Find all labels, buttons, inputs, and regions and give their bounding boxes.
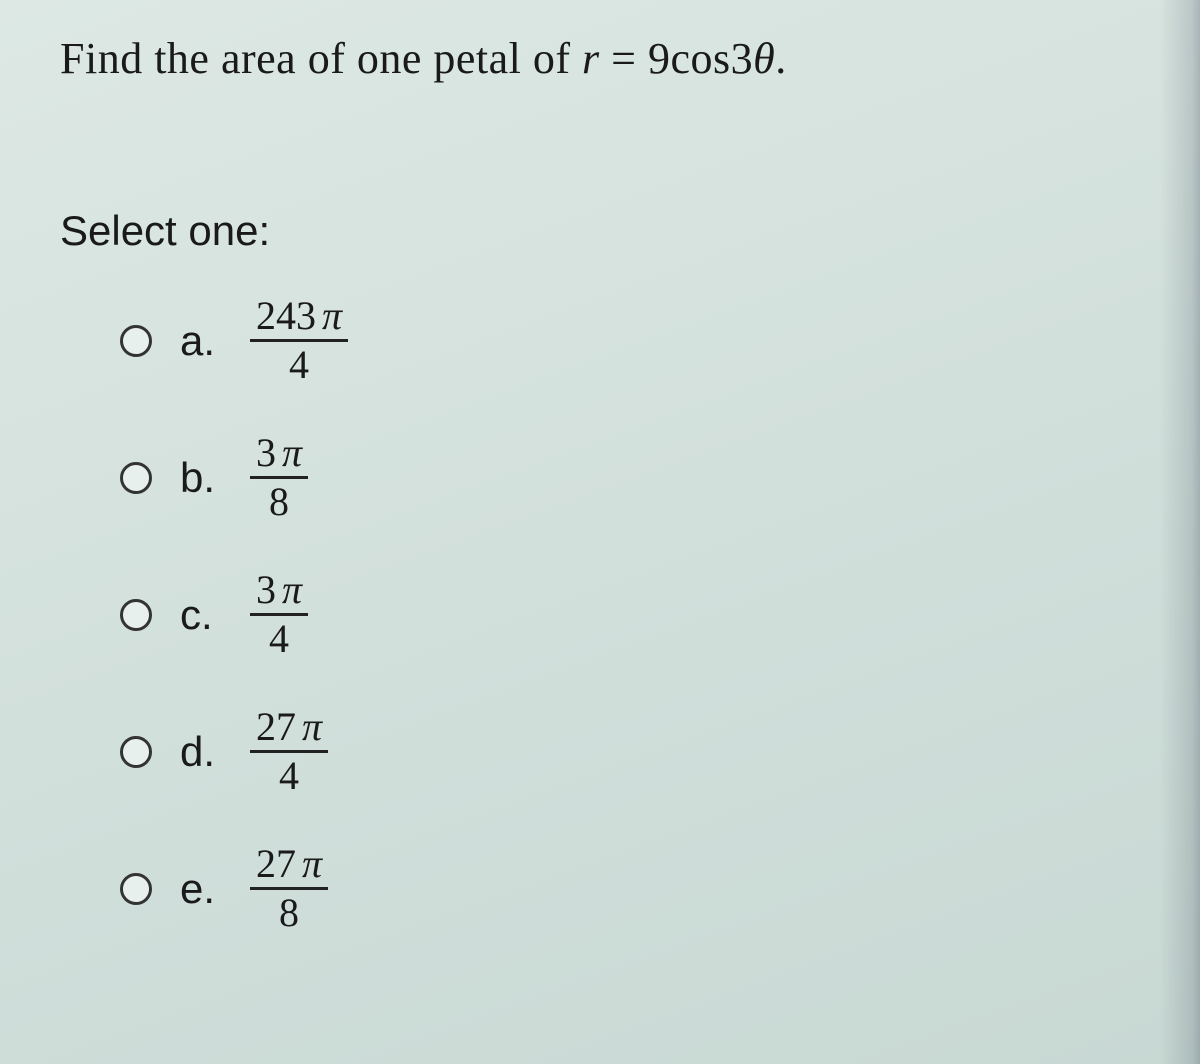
question-equals: = xyxy=(600,34,648,83)
option-letter-a: a. xyxy=(180,317,250,365)
question-suffix: . xyxy=(775,34,787,83)
option-d-num-coef: 27 xyxy=(256,706,296,748)
option-b[interactable]: b. 3 π 8 xyxy=(120,432,1140,523)
option-e-den: 8 xyxy=(279,890,299,934)
option-c[interactable]: c. 3 π 4 xyxy=(120,569,1140,660)
option-value-e: 27 π 8 xyxy=(250,843,328,934)
option-letter-d: d. xyxy=(180,728,250,776)
question-coef: 9 xyxy=(648,34,671,83)
option-e-num-sym: π xyxy=(302,843,322,885)
options-container: a. 243 π 4 b. 3 π 8 xyxy=(60,295,1140,934)
option-a[interactable]: a. 243 π 4 xyxy=(120,295,1140,386)
option-value-d: 27 π 4 xyxy=(250,706,328,797)
radio-c[interactable] xyxy=(120,599,152,631)
option-b-den: 8 xyxy=(269,479,289,523)
option-letter-e: e. xyxy=(180,865,250,913)
option-value-b: 3 π 8 xyxy=(250,432,308,523)
radio-d[interactable] xyxy=(120,736,152,768)
option-a-den: 4 xyxy=(289,342,309,386)
question-text: Find the area of one petal of r = 9cos3θ… xyxy=(60,30,1140,87)
question-lhs-var: r xyxy=(582,34,600,83)
option-a-num-coef: 243 xyxy=(256,295,316,337)
option-d[interactable]: d. 27 π 4 xyxy=(120,706,1140,797)
option-e-num-coef: 27 xyxy=(256,843,296,885)
option-b-num-sym: π xyxy=(282,432,302,474)
option-value-c: 3 π 4 xyxy=(250,569,308,660)
option-e[interactable]: e. 27 π 8 xyxy=(120,843,1140,934)
option-d-num-sym: π xyxy=(302,706,322,748)
question-arg-coef: 3 xyxy=(731,34,754,83)
option-value-a: 243 π 4 xyxy=(250,295,348,386)
option-letter-c: c. xyxy=(180,591,250,639)
question-func: cos xyxy=(670,34,730,83)
option-c-den: 4 xyxy=(269,616,289,660)
option-c-num-coef: 3 xyxy=(256,569,276,611)
option-b-num-coef: 3 xyxy=(256,432,276,474)
select-one-label: Select one: xyxy=(60,207,1140,255)
radio-b[interactable] xyxy=(120,462,152,494)
radio-a[interactable] xyxy=(120,325,152,357)
option-c-num-sym: π xyxy=(282,569,302,611)
question-prefix: Find the area of one petal of xyxy=(60,34,582,83)
question-arg-var: θ xyxy=(753,34,775,83)
quiz-page: Find the area of one petal of r = 9cos3θ… xyxy=(0,0,1200,1010)
option-a-num-sym: π xyxy=(322,295,342,337)
option-letter-b: b. xyxy=(180,454,250,502)
radio-e[interactable] xyxy=(120,873,152,905)
option-d-den: 4 xyxy=(279,753,299,797)
